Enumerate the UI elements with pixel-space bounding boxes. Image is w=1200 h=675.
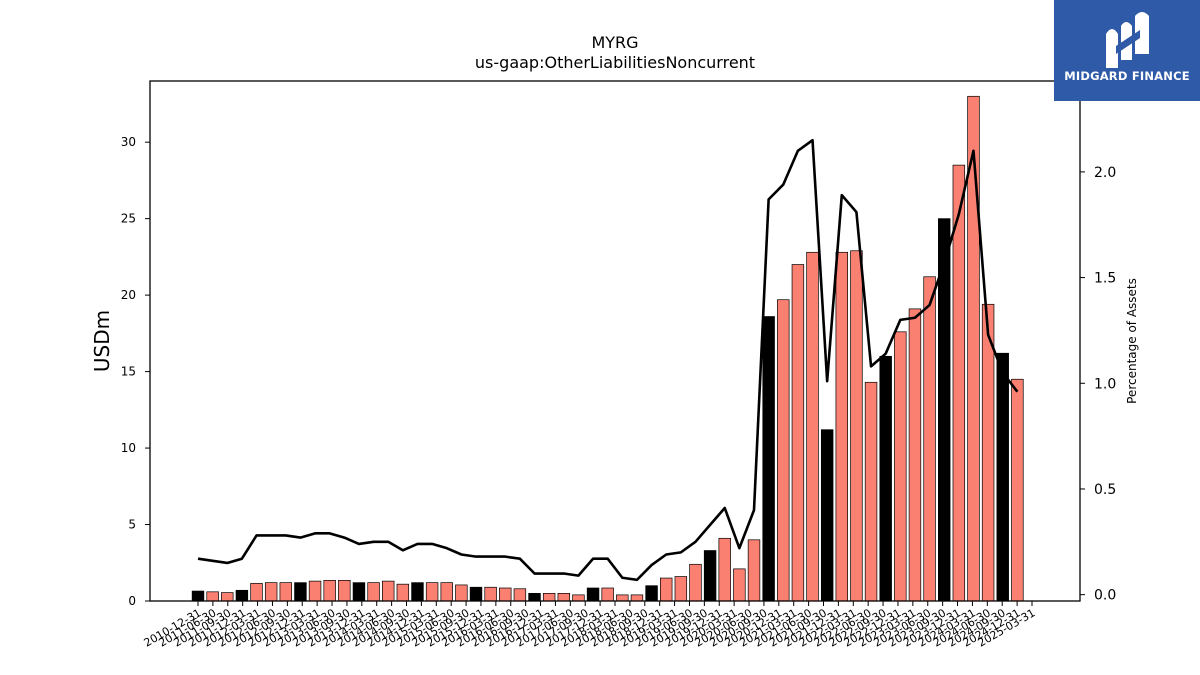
bar — [835, 251, 849, 602]
midgard-finance-logo: MIDGARD FINANCE — [1054, 0, 1200, 101]
bar — [542, 592, 556, 602]
bar — [586, 587, 600, 602]
bar — [674, 576, 688, 602]
y2-axis-label: Percentage of Assets — [1125, 278, 1139, 404]
bar — [747, 539, 761, 602]
right-y-axis: 0.0 0.5 1.0 1.5 2.0 — [1080, 165, 1116, 604]
bar — [601, 587, 614, 602]
bar — [264, 582, 278, 602]
bar — [352, 582, 366, 602]
bar — [250, 583, 263, 602]
chart-subtitle: us-gaap:OtherLiabilitiesNoncurrent — [475, 53, 755, 72]
chart-title: MYRG — [591, 33, 638, 52]
percentage-of-assets-line — [197, 138, 1019, 582]
bar — [660, 577, 673, 602]
bar — [323, 579, 336, 602]
bar — [484, 586, 497, 602]
y-tick-label: 15 — [121, 365, 136, 379]
bar — [850, 250, 863, 602]
bars-layer — [191, 95, 1024, 602]
y-tick-label: 0 — [128, 594, 136, 608]
bar — [235, 589, 249, 602]
bar — [513, 588, 527, 602]
bar — [762, 316, 775, 602]
y-tick-label: 25 — [121, 212, 136, 226]
bar — [557, 592, 571, 602]
y-tick-label: 30 — [121, 135, 136, 149]
bar — [221, 592, 234, 602]
bar — [440, 582, 453, 602]
bar — [572, 594, 585, 602]
y-tick-label: 20 — [121, 288, 136, 302]
bar — [294, 582, 307, 602]
bar — [396, 583, 410, 602]
bar — [733, 568, 746, 602]
bar — [469, 586, 483, 602]
bar — [718, 537, 731, 602]
bar — [308, 580, 322, 602]
bar — [703, 550, 717, 602]
bar — [425, 582, 439, 602]
bar — [382, 580, 395, 602]
left-y-axis: 0 5 10 15 20 25 30 — [121, 135, 150, 608]
bar — [806, 251, 819, 602]
bar — [616, 594, 629, 602]
bar — [411, 582, 424, 602]
bar — [923, 276, 936, 602]
y2-tick-label: 2.0 — [1094, 165, 1116, 181]
bar — [279, 582, 293, 602]
y2-tick-label: 1.5 — [1094, 271, 1116, 287]
bar — [455, 584, 468, 602]
bar — [367, 582, 380, 602]
y2-tick-label: 1.0 — [1094, 376, 1116, 392]
bar — [894, 331, 907, 602]
bar — [689, 563, 702, 602]
y-axis-label: USDm — [90, 310, 114, 372]
bar — [206, 591, 219, 602]
y2-tick-label: 0.0 — [1094, 588, 1116, 604]
y-tick-label: 10 — [121, 441, 136, 455]
bar — [996, 352, 1009, 602]
bar — [630, 594, 644, 602]
bar — [338, 579, 351, 602]
bar — [820, 429, 834, 602]
bar — [777, 299, 790, 602]
midgard-m-icon — [1106, 12, 1149, 68]
bar — [1011, 378, 1024, 602]
bar — [908, 308, 922, 602]
y2-tick-label: 0.5 — [1094, 482, 1116, 498]
bar — [528, 592, 541, 602]
logo-text: MIDGARD FINANCE — [1064, 69, 1190, 83]
x-axis: 2010-12-312011-06-302011-09-302011-12-31… — [142, 601, 1038, 650]
y-tick-label: 5 — [128, 518, 136, 532]
bar — [864, 381, 878, 602]
bar — [191, 590, 205, 602]
bar — [791, 264, 805, 602]
bar — [499, 587, 512, 602]
bar — [645, 585, 658, 602]
bar — [879, 355, 892, 602]
